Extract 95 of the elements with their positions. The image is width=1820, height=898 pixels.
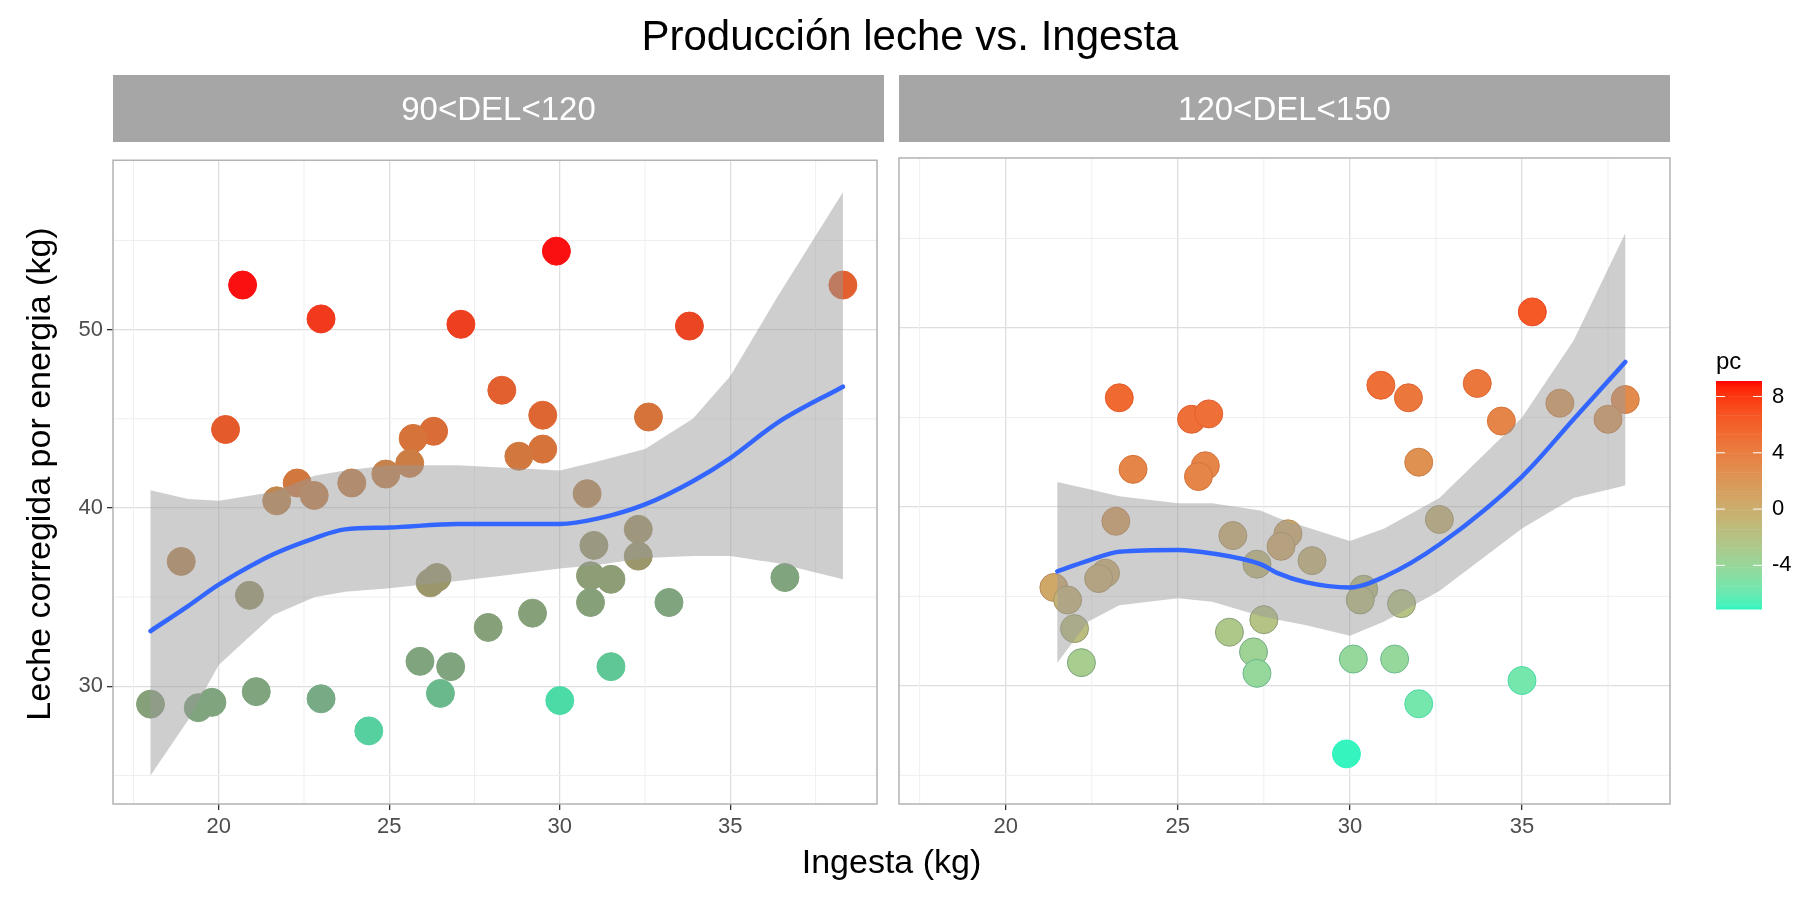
point	[1338, 644, 1368, 674]
point	[623, 541, 653, 571]
point	[1101, 506, 1131, 536]
point	[504, 441, 534, 471]
color-bar-label: 4	[1772, 438, 1785, 464]
point	[425, 678, 455, 708]
point	[306, 684, 336, 714]
line-series	[148, 384, 846, 634]
point	[1387, 589, 1417, 619]
point	[1393, 383, 1423, 413]
x-tick-label: 30	[547, 813, 573, 839]
point	[1507, 666, 1537, 696]
point	[337, 468, 367, 498]
point	[166, 546, 196, 576]
point	[1060, 614, 1090, 644]
x-axis-title: Ingesta (kg)	[800, 842, 983, 881]
point	[1545, 388, 1575, 418]
point	[545, 686, 575, 716]
point	[528, 400, 558, 430]
point	[241, 677, 271, 707]
point	[136, 689, 166, 719]
point	[1366, 370, 1396, 400]
point	[596, 564, 626, 594]
point	[398, 423, 428, 453]
point	[354, 716, 384, 746]
point	[528, 434, 558, 464]
x-tick-label: 30	[1337, 813, 1363, 839]
point	[436, 652, 466, 682]
point	[518, 598, 548, 628]
point	[1610, 385, 1640, 415]
point	[1331, 739, 1361, 769]
y-axis-title: Leche corregida por energia (kg)	[18, 226, 58, 721]
y-tick-label: 30	[78, 672, 103, 698]
x-tick-label: 20	[993, 813, 1018, 839]
point	[1214, 617, 1244, 647]
point	[576, 587, 605, 617]
color-bar-title: pc	[1716, 347, 1742, 374]
point	[572, 479, 602, 509]
point	[1297, 546, 1327, 576]
point	[1380, 644, 1410, 674]
x-tick-label: 20	[206, 813, 231, 839]
point	[1266, 531, 1296, 561]
point	[1104, 383, 1134, 413]
point	[197, 687, 227, 717]
point	[770, 563, 800, 593]
point	[1404, 447, 1434, 477]
point	[1249, 605, 1279, 635]
x-tick-label: 35	[718, 813, 743, 839]
color-bar-label: 8	[1772, 382, 1785, 408]
point	[654, 587, 684, 617]
point	[405, 646, 435, 676]
point	[674, 311, 704, 341]
point	[1242, 658, 1272, 688]
point	[1118, 454, 1148, 484]
point	[395, 448, 425, 478]
point	[1183, 462, 1213, 492]
y-tick-label: 50	[78, 315, 103, 341]
point	[211, 414, 241, 444]
point	[1404, 689, 1434, 719]
point	[1345, 585, 1375, 615]
point	[262, 486, 292, 516]
point	[596, 652, 626, 682]
point	[1194, 399, 1224, 429]
point	[579, 530, 609, 560]
point	[828, 270, 858, 300]
point	[234, 580, 264, 610]
point	[415, 568, 445, 598]
point	[1462, 368, 1492, 398]
point	[306, 304, 336, 334]
point	[1517, 297, 1547, 327]
point	[633, 402, 663, 432]
color-bar-label: 0	[1772, 495, 1785, 521]
point	[487, 375, 517, 405]
point	[1593, 404, 1623, 434]
point	[1084, 564, 1114, 594]
chart-title: Producción leche vs. Ingesta	[640, 12, 1180, 60]
point	[228, 270, 258, 300]
point	[1218, 521, 1248, 551]
point	[473, 612, 503, 642]
chart-subtitle: 120<DEL<150	[899, 75, 1670, 142]
color-bar-label: -4	[1772, 551, 1792, 577]
point	[371, 459, 401, 489]
point	[1066, 648, 1096, 678]
x-tick-label: 35	[1509, 813, 1535, 839]
point	[1486, 406, 1516, 436]
point	[623, 514, 653, 544]
x-tick-label: 25	[1165, 813, 1191, 839]
point	[299, 480, 329, 510]
x-tick-label: 25	[377, 813, 402, 839]
point	[541, 236, 571, 266]
point	[446, 309, 476, 339]
y-tick-label: 40	[78, 494, 103, 520]
point	[1053, 585, 1083, 615]
point	[1424, 504, 1454, 534]
chart-subtitle: 90<DEL<120	[113, 75, 884, 142]
